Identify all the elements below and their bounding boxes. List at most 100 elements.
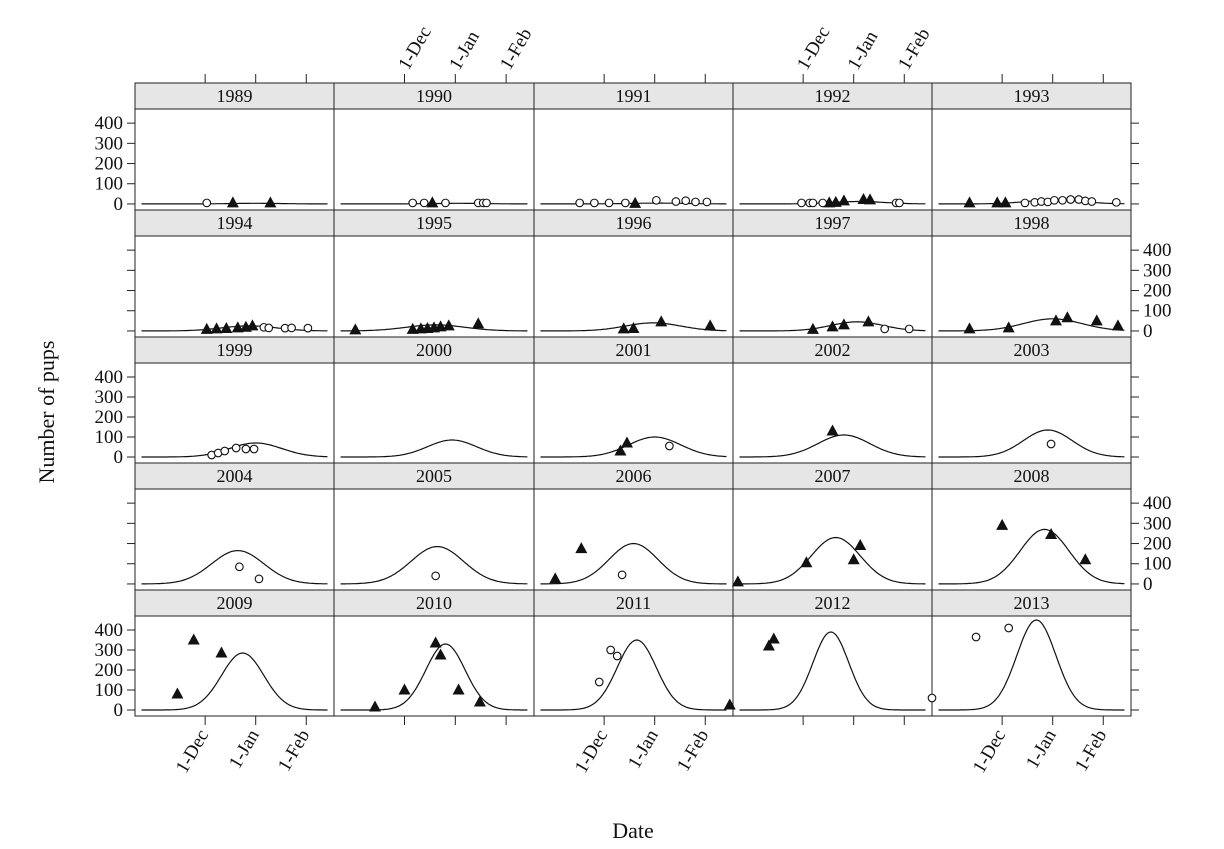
triangle-point: [264, 196, 277, 208]
triangle-point: [999, 196, 1012, 208]
panel-2006: 2006: [533, 462, 734, 591]
panel-2007: 2007: [731, 462, 933, 591]
circle-point: [665, 441, 674, 451]
circle-point: [1004, 623, 1014, 633]
circle-point: [1111, 197, 1121, 207]
triangle-point: [762, 639, 775, 651]
x-tick-label: 1-Dec: [172, 726, 213, 777]
strip-1990: [333, 82, 535, 110]
triangle-point: [617, 322, 630, 334]
circle-point: [287, 323, 296, 333]
x-axis-top-col-3: [603, 74, 706, 83]
panel-frame: [931, 615, 1132, 717]
strip-1989: [134, 82, 335, 110]
panel-frame: [533, 615, 734, 717]
panel-frame: [732, 108, 933, 211]
fitted-curve: [938, 429, 1125, 458]
panel-frame: [533, 235, 734, 338]
x-tick-label: 1-Jan: [1022, 726, 1061, 773]
x-axis-bottom-col-5: 1-Dec 1-Jan 1-Feb: [969, 716, 1111, 777]
panel-frame: [931, 362, 1132, 464]
circle-point: [202, 198, 212, 208]
panel-2012: 2012: [723, 589, 933, 717]
triangle-point: [963, 196, 976, 208]
panel-2009: 2009: [134, 589, 335, 717]
panel-1997: 1997: [732, 209, 933, 338]
panel-2004: 2004: [134, 462, 335, 591]
triangle-point: [1045, 527, 1058, 539]
y-tick-label: 100: [1143, 301, 1172, 322]
fitted-curve: [739, 631, 926, 711]
y-tick-label: 400: [1143, 240, 1172, 261]
circle-point: [1066, 195, 1075, 204]
panel-frame: [533, 488, 734, 591]
y-tick-label: 200: [95, 660, 124, 681]
panel-frame: [533, 108, 734, 211]
triangle-point: [1079, 553, 1092, 565]
triangle-point: [826, 320, 839, 332]
circle-point: [303, 323, 313, 333]
y-tick-label: 400: [95, 620, 124, 641]
panel-frame: [333, 615, 535, 717]
strip-label: 2013: [1014, 593, 1050, 613]
circle-point: [264, 323, 274, 333]
circle-point: [575, 198, 585, 208]
panel-frame: [732, 488, 933, 591]
y-tick-label: 200: [1143, 281, 1172, 302]
fitted-curve: [540, 542, 727, 585]
x-tick-label: 1-Jan: [624, 726, 663, 773]
circle-point: [1049, 195, 1059, 205]
y-tick-label: 300: [1143, 260, 1172, 281]
x-axis-bottom-col-3: 1-Dec 1-Jan 1-Feb: [571, 716, 713, 777]
triangle-point: [1090, 314, 1103, 326]
y-tick-label: 300: [95, 133, 124, 154]
panel-1999: 1999: [134, 336, 335, 464]
panel-1991: 1991: [533, 82, 734, 211]
x-axis-top-col-1: [204, 74, 307, 83]
triangle-point: [620, 436, 633, 448]
triangle-point: [472, 317, 485, 329]
strip-1992: [732, 82, 933, 110]
x-tick-label: 1-Dec: [969, 726, 1010, 777]
strip-label: 2001: [616, 340, 652, 360]
x-tick-label: 1-Feb: [274, 726, 314, 775]
strip-label: 2002: [815, 340, 851, 360]
panel-2005: 2005: [333, 462, 535, 591]
x-tick-label: 1-Feb: [496, 25, 536, 74]
y-tick-label: 400: [1143, 493, 1172, 514]
circle-point: [681, 196, 691, 206]
y-tick-label: 100: [95, 427, 124, 448]
strip-2013: [931, 589, 1132, 617]
fitted-curve: [540, 436, 727, 458]
x-axis-top-col-2: 1-Dec 1-Jan 1-Feb: [394, 23, 536, 83]
panel-2013: 2013: [927, 589, 1132, 717]
panel-1992: 1992: [732, 82, 933, 211]
panel-1994: 1994: [134, 209, 335, 338]
triangle-point: [246, 319, 259, 331]
y-tick-label: 100: [95, 174, 124, 195]
strip-2003: [931, 336, 1132, 364]
y-axis-right-row-5: [1131, 629, 1139, 711]
triangle-point: [963, 322, 976, 334]
circle-point: [419, 198, 429, 208]
strip-label: 1996: [616, 213, 652, 233]
panel-frame: [134, 615, 335, 717]
strip-label: 2011: [616, 593, 651, 613]
panel-2001: 2001: [533, 336, 734, 464]
triangle-point: [837, 318, 850, 330]
circle-point: [235, 562, 244, 572]
panel-frame: [134, 108, 335, 211]
panel-1990: 1990: [333, 82, 535, 211]
triangle-point: [187, 633, 200, 645]
fitted-curve: [340, 643, 528, 711]
circle-point: [904, 324, 914, 334]
triangle-point: [434, 320, 447, 332]
circle-point: [231, 443, 241, 453]
triangle-point: [1002, 321, 1015, 333]
circle-point: [702, 197, 712, 207]
triangle-point: [226, 196, 239, 208]
y-tick-label: 400: [95, 113, 124, 134]
